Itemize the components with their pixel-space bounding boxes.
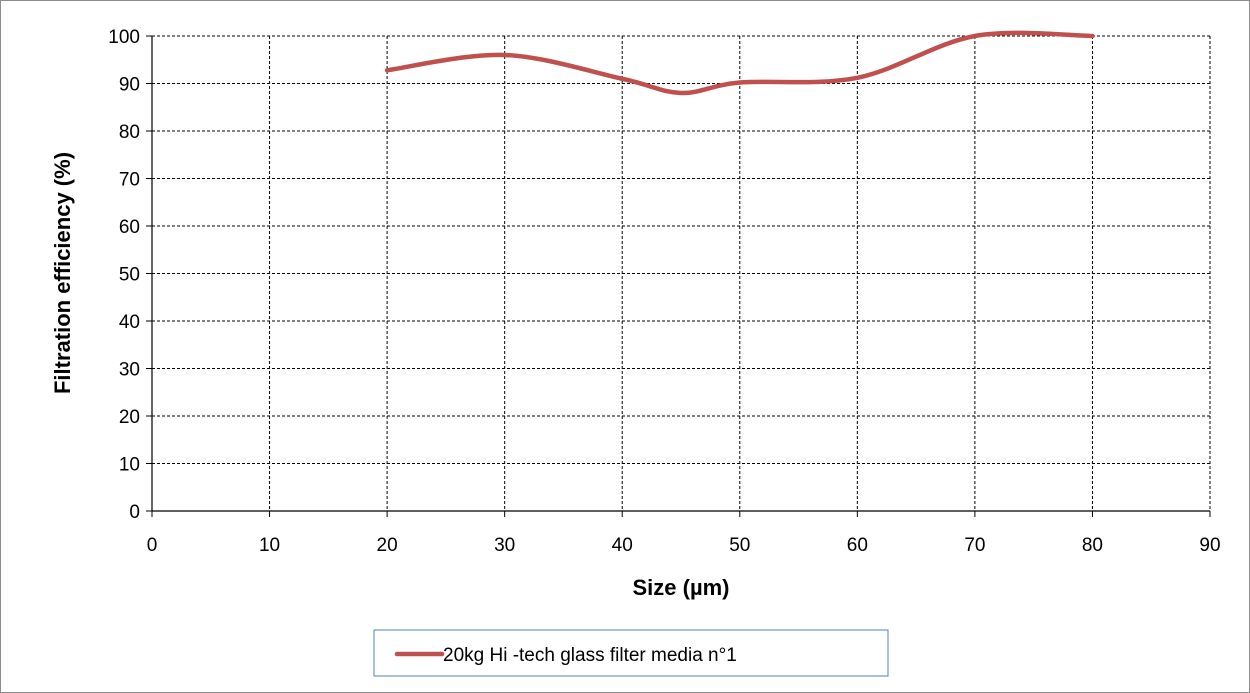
y-tick-label: 0 [129,502,140,523]
axes [146,35,1211,517]
x-tick-label: 30 [494,535,515,556]
y-tick-label: 10 [119,455,140,476]
x-tick-label: 50 [729,535,750,556]
series-line-0 [384,30,1095,96]
data-point [681,93,682,94]
x-axis-title: Size (µm) [632,575,729,600]
y-tick-label: 20 [119,407,140,428]
x-tick-label: 60 [847,535,868,556]
plot-area [152,36,1210,511]
y-axis-title: Filtration efficiency (%) [50,152,75,394]
y-tick-label: 90 [119,75,140,96]
data-point [504,55,505,56]
data-point [974,36,975,37]
series-group [384,30,1095,96]
y-tick-label: 80 [119,122,140,143]
data-point [387,70,388,71]
y-tick-label: 60 [119,217,140,238]
x-tick-labels: 0 10 20 30 40 50 60 70 80 90 [147,535,1221,556]
data-point [857,77,858,78]
x-tick-label: 20 [377,535,398,556]
y-tick-label: 70 [119,170,140,191]
x-tick-label: 40 [612,535,633,556]
x-tick-label: 10 [259,535,280,556]
y-tick-label: 100 [108,27,140,48]
legend-label: 20kg Hi -tech glass filter media n°1 [443,645,737,666]
legend: 20kg Hi -tech glass filter media n°1 [373,629,889,677]
legend-box [373,629,889,677]
y-tick-label: 50 [119,265,140,286]
x-tick-label: 70 [964,535,985,556]
data-point [739,82,740,83]
y-tick-label: 30 [119,360,140,381]
x-tick-label: 0 [147,535,158,556]
grid [152,35,1211,511]
x-tick-label: 80 [1082,535,1103,556]
y-tick-labels: 0 10 20 30 40 50 60 70 80 90 100 [108,27,140,523]
y-tick-label: 40 [119,312,140,333]
data-point [1092,36,1093,37]
data-point [622,78,623,79]
x-tick-label: 90 [1199,535,1220,556]
